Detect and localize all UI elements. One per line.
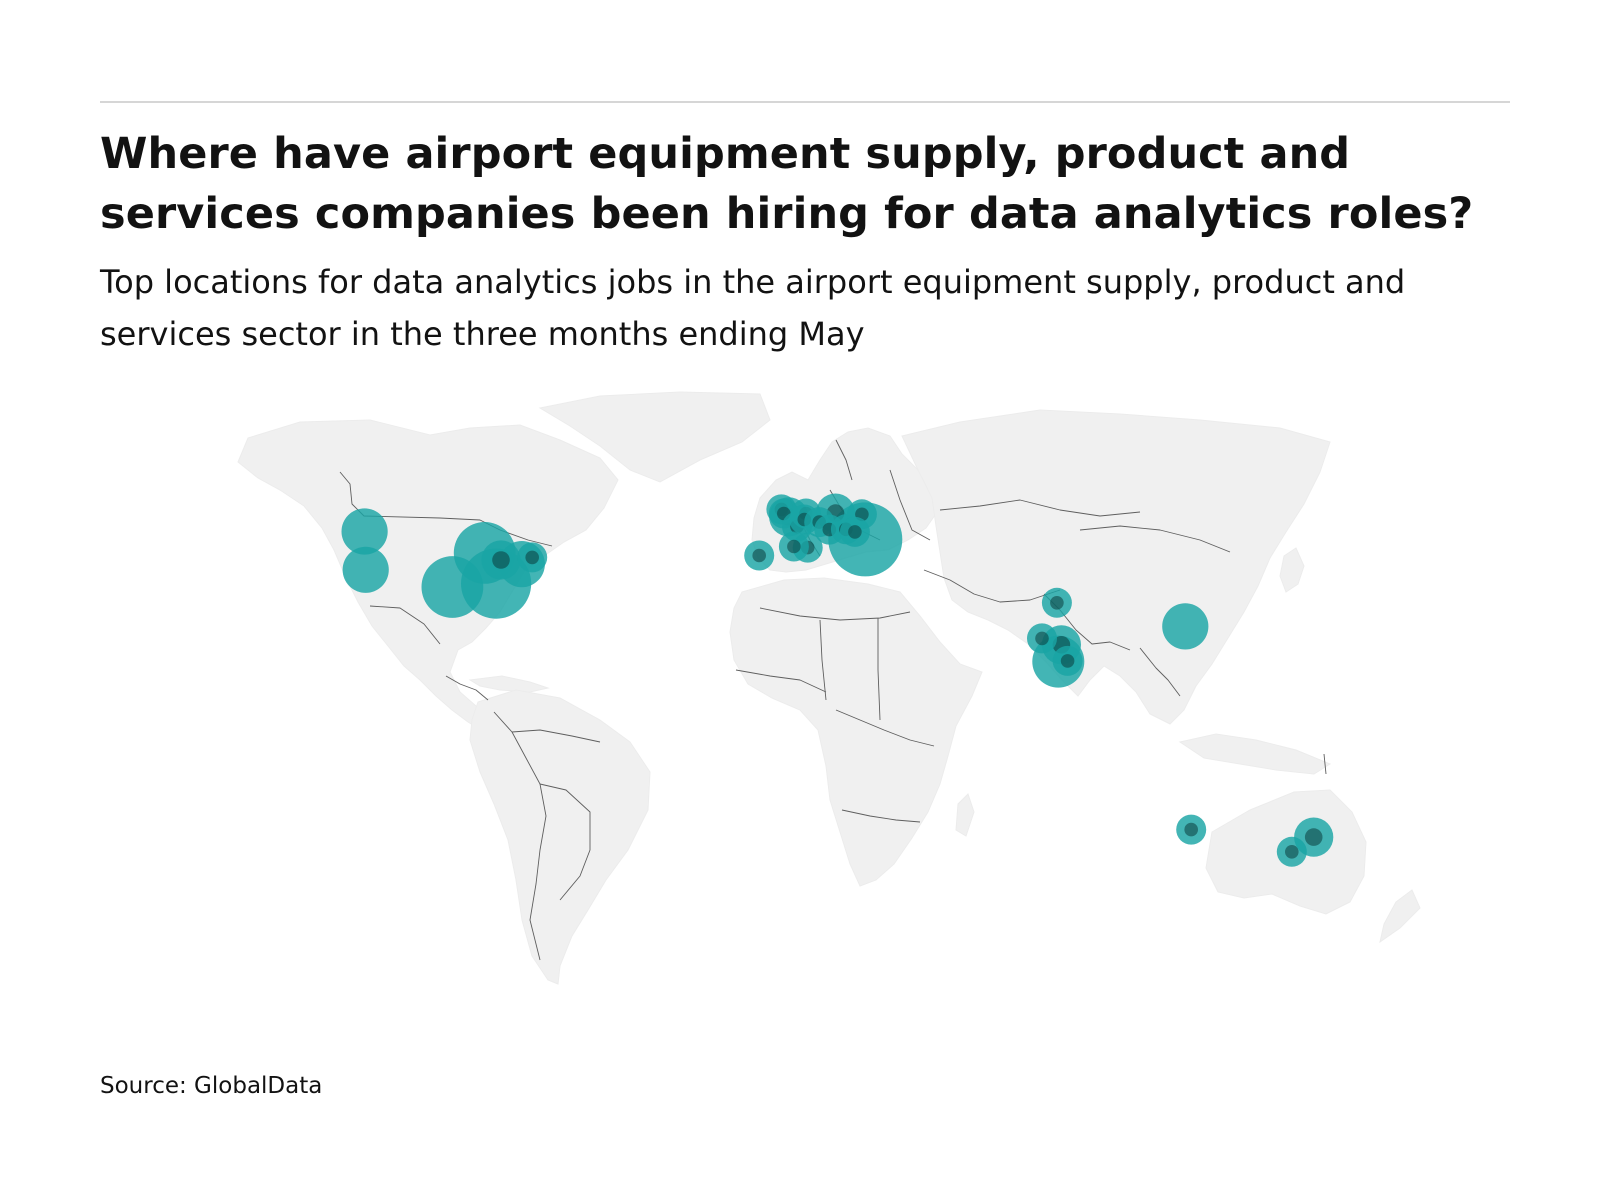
landmass-south-america	[469, 689, 651, 985]
border-brazil	[539, 783, 591, 901]
border-central-africa	[835, 709, 935, 747]
border-south-america-west	[493, 711, 547, 961]
border-us-mexico	[369, 605, 441, 645]
border-png	[1323, 753, 1327, 775]
border-north-africa	[759, 607, 911, 621]
location-bubble-overlap	[1285, 845, 1299, 859]
border-west-africa	[735, 669, 827, 693]
landmass-caribbean	[468, 675, 550, 693]
chart-subtitle: Top locations for data analytics jobs in…	[100, 263, 1406, 353]
country-borders	[339, 439, 1327, 961]
border-southeast-asia	[1139, 647, 1181, 697]
landmass-greenland	[538, 391, 771, 483]
border-central-america	[445, 675, 489, 701]
border-scandinavia	[835, 439, 853, 481]
chart-title: Where have airport equipment supply, pro…	[100, 129, 1474, 239]
border-africa-vertical	[819, 618, 881, 721]
location-bubble-overlap	[1184, 822, 1198, 837]
location-bubble-overlap	[1060, 654, 1075, 668]
location-bubble	[1162, 603, 1209, 650]
location-bubble-overlap	[1304, 828, 1323, 846]
border-middle-east	[923, 569, 1061, 603]
landmass-madagascar	[955, 793, 975, 837]
border-eastern-europe	[889, 469, 931, 541]
top-divider	[100, 101, 1510, 103]
location-bubble-overlap	[1050, 596, 1064, 610]
location-bubble-overlap	[1035, 631, 1049, 646]
landmass-southeast-asia-islands	[1178, 733, 1332, 775]
border-us-canada	[339, 471, 553, 547]
landmass-africa	[729, 577, 983, 887]
location-bubble-overlap	[752, 548, 766, 563]
location-bubble-overlap	[525, 550, 539, 565]
world-map	[0, 380, 1600, 1020]
world-map-canvas	[237, 391, 1421, 985]
source-note: Source: GlobalData	[100, 1073, 323, 1099]
location-bubbles	[341, 493, 1334, 867]
border-russia-kazakhstan	[939, 499, 1141, 517]
landmass-asia	[901, 409, 1331, 725]
location-bubble-overlap	[787, 539, 801, 554]
location-bubble	[342, 546, 389, 593]
border-china-mongolia	[1079, 525, 1231, 553]
landmass-japan	[1279, 547, 1305, 593]
border-south-america-north	[511, 729, 601, 743]
location-bubble-overlap	[492, 551, 510, 569]
landmasses	[237, 391, 1421, 985]
landmass-new-zealand	[1379, 889, 1421, 944]
location-bubble-overlap	[848, 525, 862, 539]
location-bubble	[341, 508, 388, 555]
border-southern-africa	[841, 809, 921, 823]
